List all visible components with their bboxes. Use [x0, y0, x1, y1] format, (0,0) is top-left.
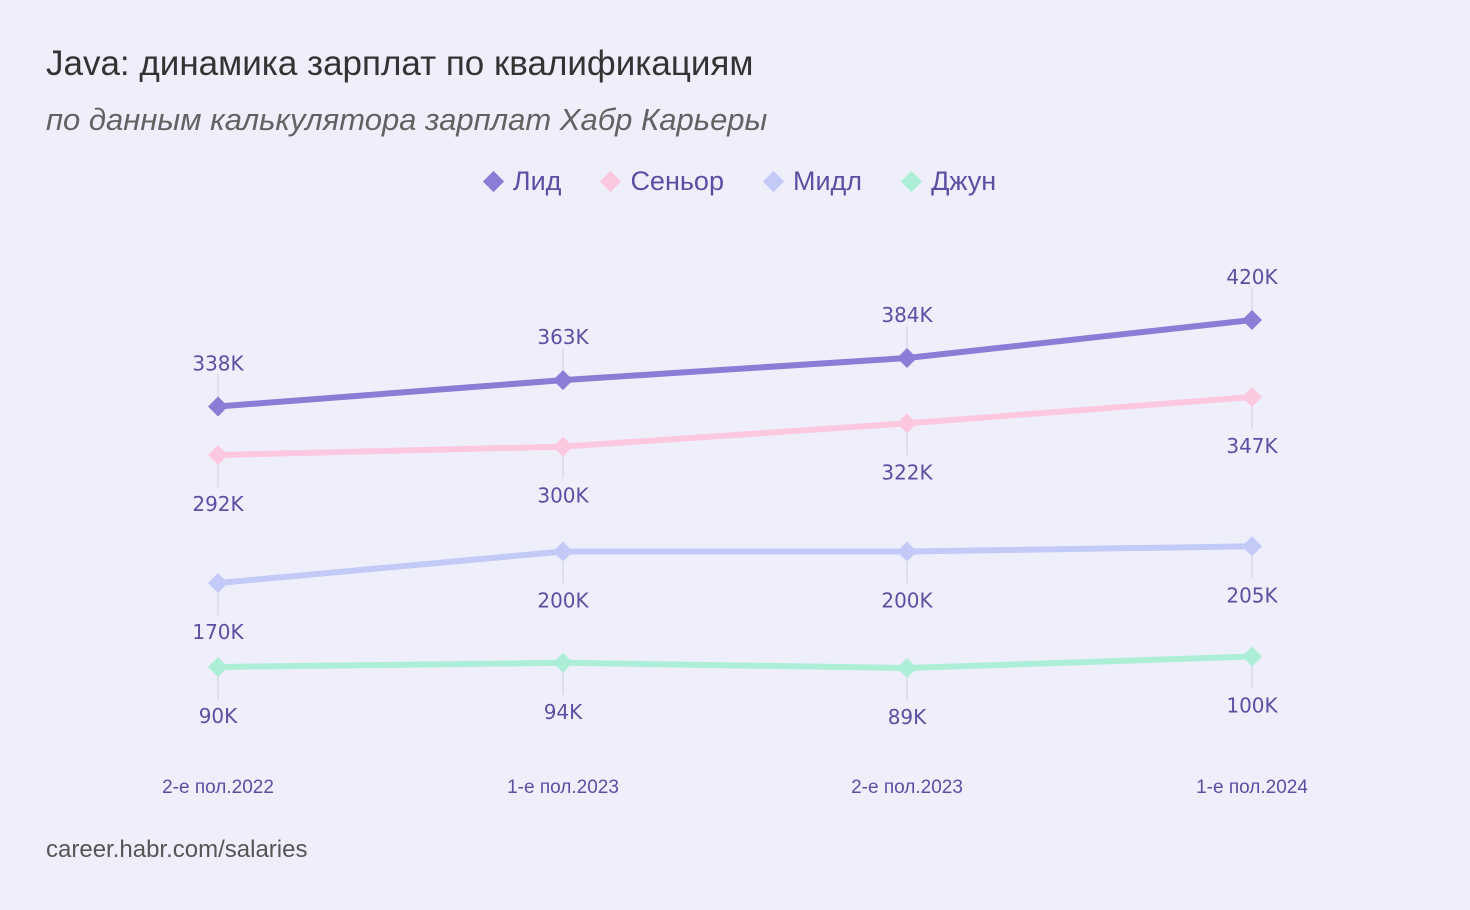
data-label-lead-3: 420K	[1226, 265, 1278, 289]
data-point-middle-3	[1242, 536, 1262, 557]
data-label-lead-0: 338K	[192, 351, 244, 375]
data-label-middle-2: 200K	[881, 589, 933, 613]
chart-subtitle: по данным калькулятора зарплат Хабр Карь…	[46, 102, 768, 137]
x-tick-label-3: 1-е пол.2024	[1196, 777, 1308, 798]
data-label-junior-0: 90K	[199, 704, 238, 728]
legend-label-senior: Сеньор	[630, 166, 724, 196]
series-line-junior	[215, 653, 1255, 671]
data-point-junior-1	[553, 652, 573, 673]
data-label-junior-2: 89K	[888, 705, 927, 729]
data-point-lead-3	[1242, 310, 1262, 330]
data-point-junior-0	[208, 657, 228, 677]
data-label-senior-1: 300K	[537, 484, 589, 508]
series-line-middle	[215, 543, 1255, 586]
data-point-senior-2	[897, 413, 917, 434]
legend-label-middle: Мидл	[792, 166, 863, 196]
legend-label-junior: Джун	[931, 166, 997, 196]
data-point-lead-1	[553, 370, 573, 391]
data-label-senior-0: 292K	[192, 492, 244, 516]
data-label-junior-1: 94K	[544, 700, 583, 724]
data-label-middle-1: 200K	[537, 589, 589, 613]
legend-item-junior: Джун	[900, 166, 997, 197]
data-point-middle-2	[897, 541, 917, 562]
data-label-lead-2: 384K	[881, 303, 933, 327]
data-point-senior-0	[208, 445, 228, 465]
series-line-senior	[215, 394, 1255, 458]
legend-label-lead: Лид	[512, 166, 562, 196]
data-point-junior-2	[897, 658, 917, 679]
x-tick-label-0: 2-е пол.2022	[162, 777, 274, 798]
data-label-senior-3: 347K	[1226, 434, 1278, 458]
legend-item-senior: Сеньор	[600, 166, 724, 197]
data-point-lead-0	[208, 396, 228, 417]
legend-item-lead: Лид	[482, 166, 562, 197]
chart-title: Java: динамика зарплат по квалификациям	[46, 44, 754, 83]
data-point-junior-3	[1242, 646, 1262, 667]
data-label-senior-2: 322K	[881, 460, 933, 484]
x-tick-label-2: 2-е пол.2023	[851, 777, 963, 798]
data-point-senior-1	[553, 436, 573, 457]
data-label-middle-0: 170K	[192, 620, 244, 644]
data-label-lead-1: 363K	[537, 325, 589, 349]
data-point-lead-2	[897, 347, 917, 368]
x-tick-label-1: 1-е пол.2023	[507, 777, 619, 798]
source-link[interactable]: career.habr.com/salaries	[46, 836, 308, 863]
data-point-senior-3	[1242, 386, 1262, 407]
chart-legend: Лид Сеньор Мидл Джун	[0, 166, 1470, 197]
data-label-junior-3: 100K	[1226, 694, 1278, 718]
legend-item-middle: Мидл	[762, 166, 863, 197]
series-line-lead	[215, 317, 1255, 410]
data-point-middle-0	[208, 573, 228, 593]
data-point-middle-1	[553, 541, 573, 562]
data-label-middle-3: 205K	[1226, 583, 1278, 607]
